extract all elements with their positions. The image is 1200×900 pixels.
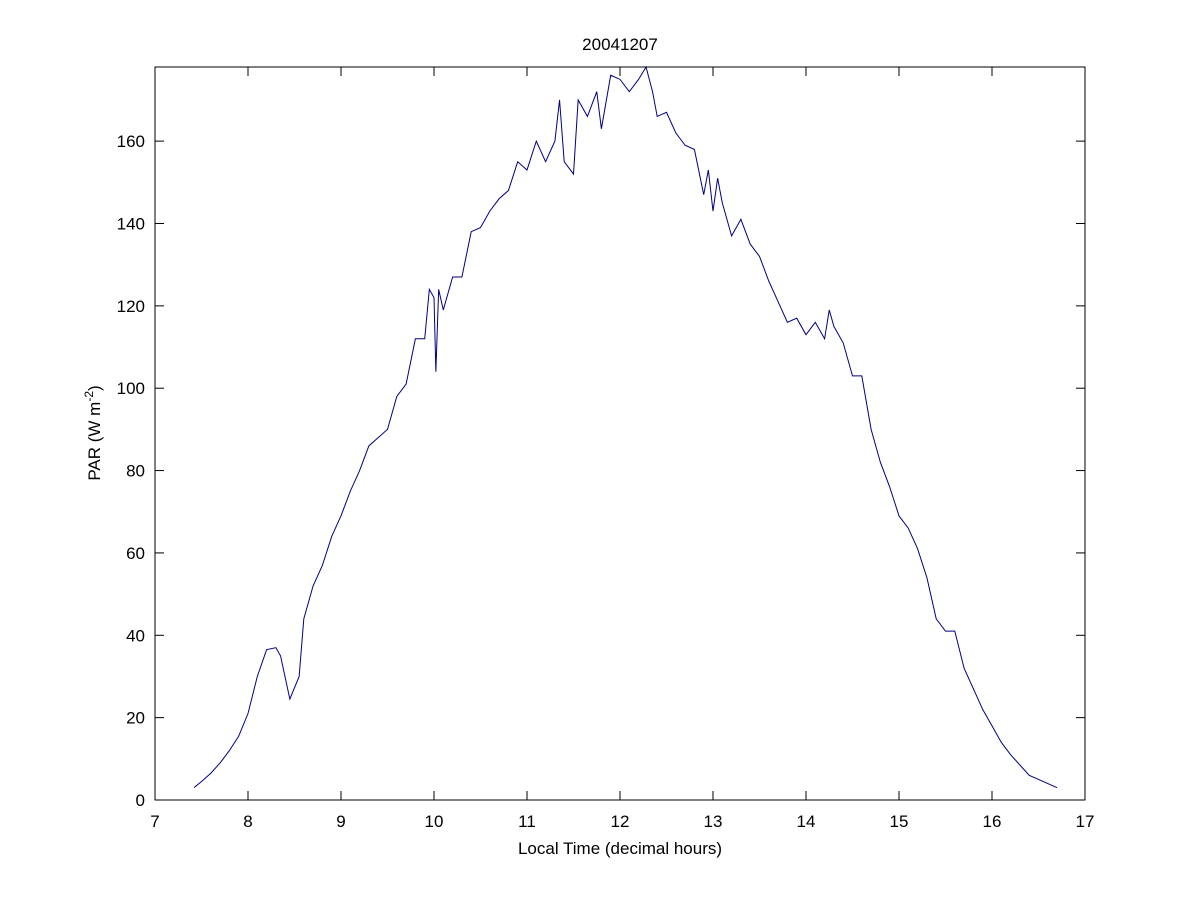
x-tick-label: 11	[518, 812, 536, 831]
y-tick-label: 80	[126, 462, 145, 481]
x-tick-label: 12	[611, 812, 630, 831]
y-tick-label: 160	[117, 132, 145, 151]
y-tick-label: 140	[117, 214, 145, 233]
y-tick-label: 20	[126, 709, 145, 728]
y-tick-label: 60	[126, 544, 145, 563]
plot-area	[154, 66, 1086, 801]
x-tick-label: 16	[983, 812, 1002, 831]
chart-title: 20041207	[582, 35, 658, 54]
y-label-close: )	[85, 385, 104, 391]
y-label-sup: -2	[82, 391, 96, 402]
y-tick-label: 0	[136, 791, 145, 810]
x-tick-label: 9	[336, 812, 345, 831]
y-tick-label: 40	[126, 626, 145, 645]
x-tick-label: 15	[890, 812, 909, 831]
y-label-text: PAR (W m	[85, 402, 104, 481]
x-tick-label: 13	[704, 812, 723, 831]
data-line	[193, 65, 1058, 789]
x-tick-label: 10	[425, 812, 444, 831]
x-axis-label: Local Time (decimal hours)	[518, 839, 722, 858]
x-tick-label: 17	[1076, 812, 1095, 831]
x-tick-label: 7	[150, 812, 159, 831]
x-tick-label: 14	[797, 812, 816, 831]
x-tick-label: 8	[243, 812, 252, 831]
y-tick-label: 100	[117, 379, 145, 398]
y-axis-label: PAR (W m-2)	[82, 385, 104, 480]
y-tick-label: 120	[117, 297, 145, 316]
